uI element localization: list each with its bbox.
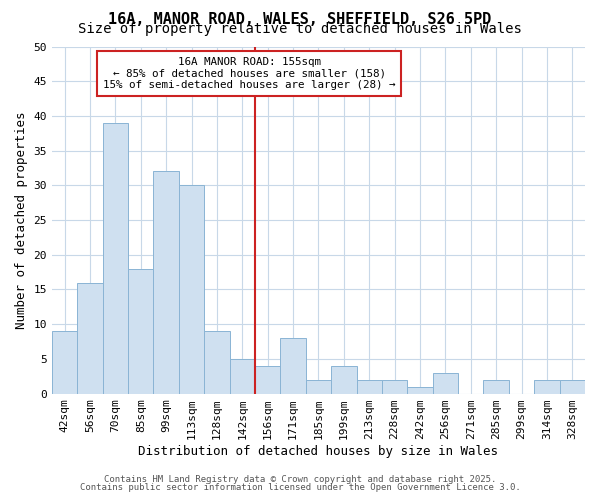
Bar: [484, 380, 509, 394]
Bar: [382, 380, 407, 394]
Text: Contains HM Land Registry data © Crown copyright and database right 2025.: Contains HM Land Registry data © Crown c…: [104, 475, 496, 484]
Bar: [407, 386, 433, 394]
Text: Size of property relative to detached houses in Wales: Size of property relative to detached ho…: [78, 22, 522, 36]
Bar: [77, 282, 103, 394]
Bar: [179, 186, 204, 394]
Text: 16A, MANOR ROAD, WALES, SHEFFIELD, S26 5PD: 16A, MANOR ROAD, WALES, SHEFFIELD, S26 5…: [109, 12, 491, 28]
Bar: [255, 366, 280, 394]
Text: Contains public sector information licensed under the Open Government Licence 3.: Contains public sector information licen…: [80, 483, 520, 492]
Bar: [128, 268, 154, 394]
Bar: [356, 380, 382, 394]
Text: 16A MANOR ROAD: 155sqm
← 85% of detached houses are smaller (158)
15% of semi-de: 16A MANOR ROAD: 155sqm ← 85% of detached…: [103, 57, 395, 90]
Y-axis label: Number of detached properties: Number of detached properties: [15, 112, 28, 329]
Bar: [230, 359, 255, 394]
Bar: [204, 331, 230, 394]
Bar: [154, 172, 179, 394]
Bar: [534, 380, 560, 394]
Bar: [433, 373, 458, 394]
Bar: [280, 338, 306, 394]
Bar: [560, 380, 585, 394]
X-axis label: Distribution of detached houses by size in Wales: Distribution of detached houses by size …: [139, 444, 499, 458]
Bar: [331, 366, 356, 394]
Bar: [52, 331, 77, 394]
Bar: [306, 380, 331, 394]
Bar: [103, 123, 128, 394]
